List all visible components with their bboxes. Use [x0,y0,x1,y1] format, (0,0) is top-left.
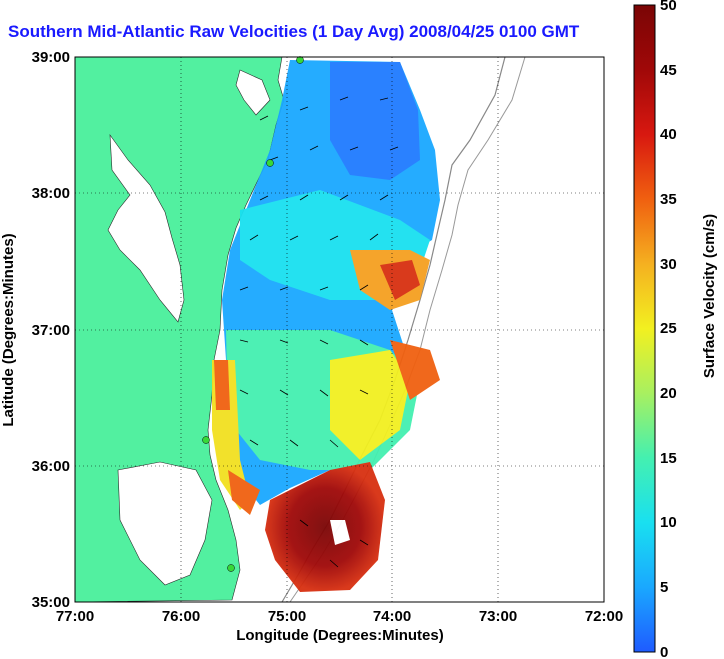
colorbar-tick-label: 5 [660,579,668,596]
y-tick-label: 37:00 [32,322,70,339]
colorbar-tick-label: 40 [660,126,677,143]
delaware-bay [235,69,271,116]
y-tick-label: 38:00 [32,185,70,202]
x-tick-label: 74:00 [373,608,411,625]
colorbar-tick-label: 25 [660,320,677,337]
y-axis-label: Latitude (Degrees:Minutes) [0,233,17,426]
radar-station-marker [296,56,304,64]
colorbar-tick-label: 20 [660,385,677,402]
velocity-field [212,60,440,592]
colorbar-tick-label: 50 [660,0,677,14]
x-tick-label: 73:00 [479,608,517,625]
axes-frame [74,56,605,603]
colorbar-tick-label: 45 [660,62,677,79]
y-tick-label: 35:00 [32,594,70,611]
chesapeake-bay [107,133,185,323]
colorbar: 50 45 40 35 30 25 20 15 10 5 0 Surface V… [633,0,718,659]
x-tick-label: 75:00 [268,608,306,625]
title-overlap-cover [612,18,630,44]
radar-station-marker [227,564,235,572]
colorbar-tick-label: 10 [660,514,677,531]
x-tick-label: 77:00 [56,608,94,625]
colorbar-scale [633,4,656,653]
grid-lines [75,57,604,602]
y-tick-label: 36:00 [32,458,70,475]
velocity-arrows [239,96,399,568]
radar-station-marker [202,436,210,444]
colorbar-tick-label: 0 [660,644,668,659]
radar-station-marker [266,159,274,167]
x-tick-label: 72:00 [585,608,623,625]
colorbar-tick-label: 30 [660,256,677,273]
colorbar-tick-label: 35 [660,191,677,208]
pamlico-sound [117,461,213,586]
y-tick-label: 39:00 [32,49,70,66]
x-tick-label: 76:00 [162,608,200,625]
x-axis-label: Longitude (Degrees:Minutes) [236,627,444,644]
colorbar-tick-label: 15 [660,450,677,467]
chart-title: Southern Mid-Atlantic Raw Velocities (1 … [8,22,580,41]
colorbar-label: Surface Velocity (cm/s) [701,214,718,378]
